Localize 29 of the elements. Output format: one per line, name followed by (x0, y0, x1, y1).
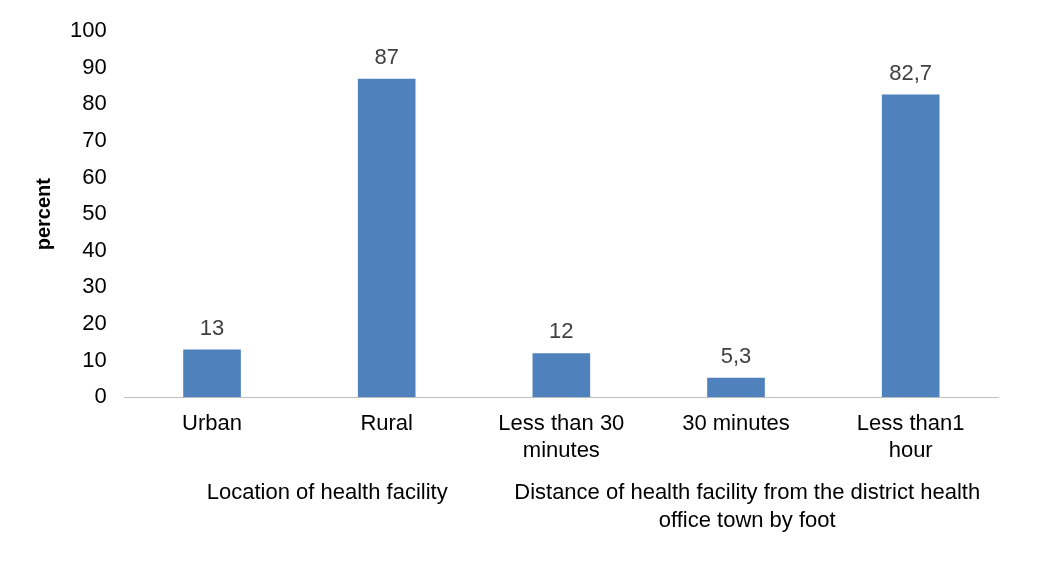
data-label: 13 (199, 314, 225, 340)
data-label: 87 (374, 43, 399, 69)
y-tick-label: 100 (69, 17, 107, 43)
y-tick-label: 30 (82, 273, 107, 299)
bar (707, 377, 765, 398)
x-tick-label: Urban (182, 410, 242, 436)
y-axis-title: percent (31, 177, 54, 251)
x-tick-label: Rural (360, 410, 413, 436)
bar (183, 349, 241, 398)
bar (357, 78, 416, 398)
data-label: 12 (549, 318, 574, 344)
bar (881, 94, 940, 398)
y-tick-label: 60 (82, 163, 107, 189)
y-tick-label: 50 (82, 200, 107, 226)
y-tick-label: 20 (82, 310, 107, 336)
x-tick-label: Less than1 hour (856, 410, 965, 462)
x-tick-label: 30 minutes (682, 410, 790, 436)
y-tick-label: 10 (82, 346, 107, 372)
data-label: 5,3 (720, 342, 752, 368)
y-tick-label: 90 (82, 53, 107, 79)
y-tick-label: 80 (82, 90, 107, 116)
bar (532, 353, 591, 398)
text: Distance of health facility from the district health office town by foot (513, 478, 982, 534)
text: Location of health facility (205, 478, 449, 506)
y-tick-label: 40 (82, 236, 107, 262)
y-tick-label: 70 (82, 127, 107, 153)
x-tick-label: Less than 30 minutes (498, 410, 625, 462)
data-label: 82,7 (889, 59, 933, 85)
y-tick-label: 0 (94, 383, 107, 409)
